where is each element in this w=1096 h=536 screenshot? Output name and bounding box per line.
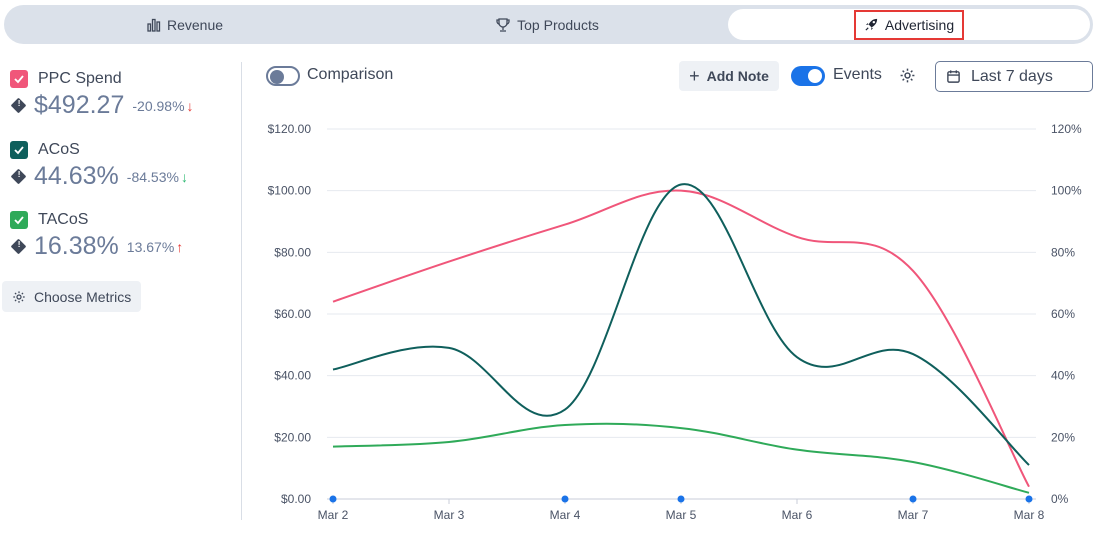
tab-label: Advertising — [884, 16, 955, 33]
event-marker — [561, 495, 569, 503]
metric-value: 44.63% — [34, 162, 119, 190]
calendar-icon — [946, 69, 961, 84]
series-line-acos — [332, 183, 1030, 466]
add-note-button[interactable]: + Add Note — [679, 61, 779, 91]
x-tick-label: Mar 2 — [318, 508, 349, 522]
tab-advertising[interactable]: Advertising — [728, 9, 1090, 40]
tab-top-products[interactable]: Top Products — [366, 9, 728, 40]
section-tab-bar: Revenue Top Products Advertising — [4, 5, 1093, 44]
y-right-tick-label: 20% — [1051, 430, 1075, 444]
metric-change: 13.67% — [126, 238, 175, 255]
bar-chart-icon — [147, 18, 161, 32]
checkbox-tacos[interactable] — [10, 211, 28, 229]
info-icon[interactable] — [10, 97, 27, 114]
x-tick-label: Mar 6 — [782, 508, 813, 522]
gear-icon — [12, 290, 26, 304]
metric-tacos: TACoS 16.38% 13.67% ↑ — [10, 211, 183, 261]
checkbox-ppc-spend[interactable] — [10, 70, 28, 88]
y-left-tick-label: $0.00 — [281, 492, 311, 506]
y-left-tick-label: $80.00 — [274, 245, 311, 259]
y-right-tick-label: 60% — [1051, 307, 1075, 321]
series-line-tacos — [332, 422, 1030, 494]
y-left-tick-label: $100.00 — [268, 184, 312, 198]
tab-label: Revenue — [166, 16, 224, 33]
y-right-tick-label: 40% — [1051, 369, 1075, 383]
arrow-down-icon: ↓ — [186, 97, 194, 114]
y-right-tick-label: 100% — [1051, 184, 1082, 198]
event-marker — [677, 495, 685, 503]
metric-change: -84.53% — [126, 168, 179, 185]
checkbox-acos[interactable] — [10, 141, 28, 159]
trophy-icon — [495, 17, 511, 33]
y-right-tick-label: 120% — [1051, 122, 1082, 136]
date-range-value: Last 7 days — [971, 67, 1053, 85]
x-tick-label: Mar 4 — [550, 508, 581, 522]
tab-label: Top Products — [517, 16, 599, 33]
x-tick-label: Mar 3 — [434, 508, 465, 522]
metric-ppc-spend: PPC Spend $492.27 -20.98% ↓ — [10, 70, 194, 120]
tab-advertising-highlight: Advertising — [853, 9, 965, 40]
metric-label: ACoS — [38, 141, 80, 158]
comparison-label: Comparison — [307, 66, 394, 83]
y-left-tick-label: $60.00 — [274, 307, 311, 321]
metric-value: 16.38% — [34, 232, 119, 260]
events-toggle[interactable] — [791, 66, 825, 86]
tab-revenue[interactable]: Revenue — [4, 9, 366, 40]
plus-icon: + — [689, 65, 700, 86]
y-left-tick-label: $40.00 — [274, 369, 311, 383]
chart-settings-gear-icon[interactable] — [899, 67, 916, 89]
comparison-toggle[interactable] — [266, 66, 300, 86]
event-marker — [909, 495, 917, 503]
arrow-down-icon: ↓ — [180, 168, 188, 185]
y-left-tick-label: $120.00 — [268, 122, 312, 136]
x-tick-label: Mar 5 — [666, 508, 697, 522]
metric-label: TACoS — [38, 211, 89, 228]
info-icon[interactable] — [10, 168, 27, 185]
metric-change: -20.98% — [132, 97, 185, 114]
add-note-label: Add Note — [706, 68, 769, 84]
series-line-ppc-spend — [332, 189, 1030, 488]
event-marker — [329, 495, 337, 503]
x-tick-label: Mar 7 — [898, 508, 929, 522]
events-label: Events — [833, 66, 882, 83]
event-marker — [1025, 495, 1033, 503]
arrow-up-icon: ↑ — [176, 238, 184, 255]
info-icon[interactable] — [10, 238, 27, 255]
y-left-tick-label: $20.00 — [274, 430, 311, 444]
metric-label: PPC Spend — [38, 70, 122, 87]
metric-value: $492.27 — [34, 91, 125, 119]
x-tick-label: Mar 8 — [1014, 508, 1045, 522]
choose-metrics-button[interactable]: Choose Metrics — [2, 281, 142, 312]
choose-metrics-label: Choose Metrics — [34, 288, 132, 305]
rocket-icon — [864, 17, 879, 32]
panel-divider — [241, 62, 242, 520]
metric-acos: ACoS 44.63% -84.53% ↓ — [10, 141, 188, 191]
date-range-picker[interactable]: Last 7 days — [935, 61, 1093, 92]
y-right-tick-label: 80% — [1051, 245, 1075, 259]
y-right-tick-label: 0% — [1051, 492, 1069, 506]
